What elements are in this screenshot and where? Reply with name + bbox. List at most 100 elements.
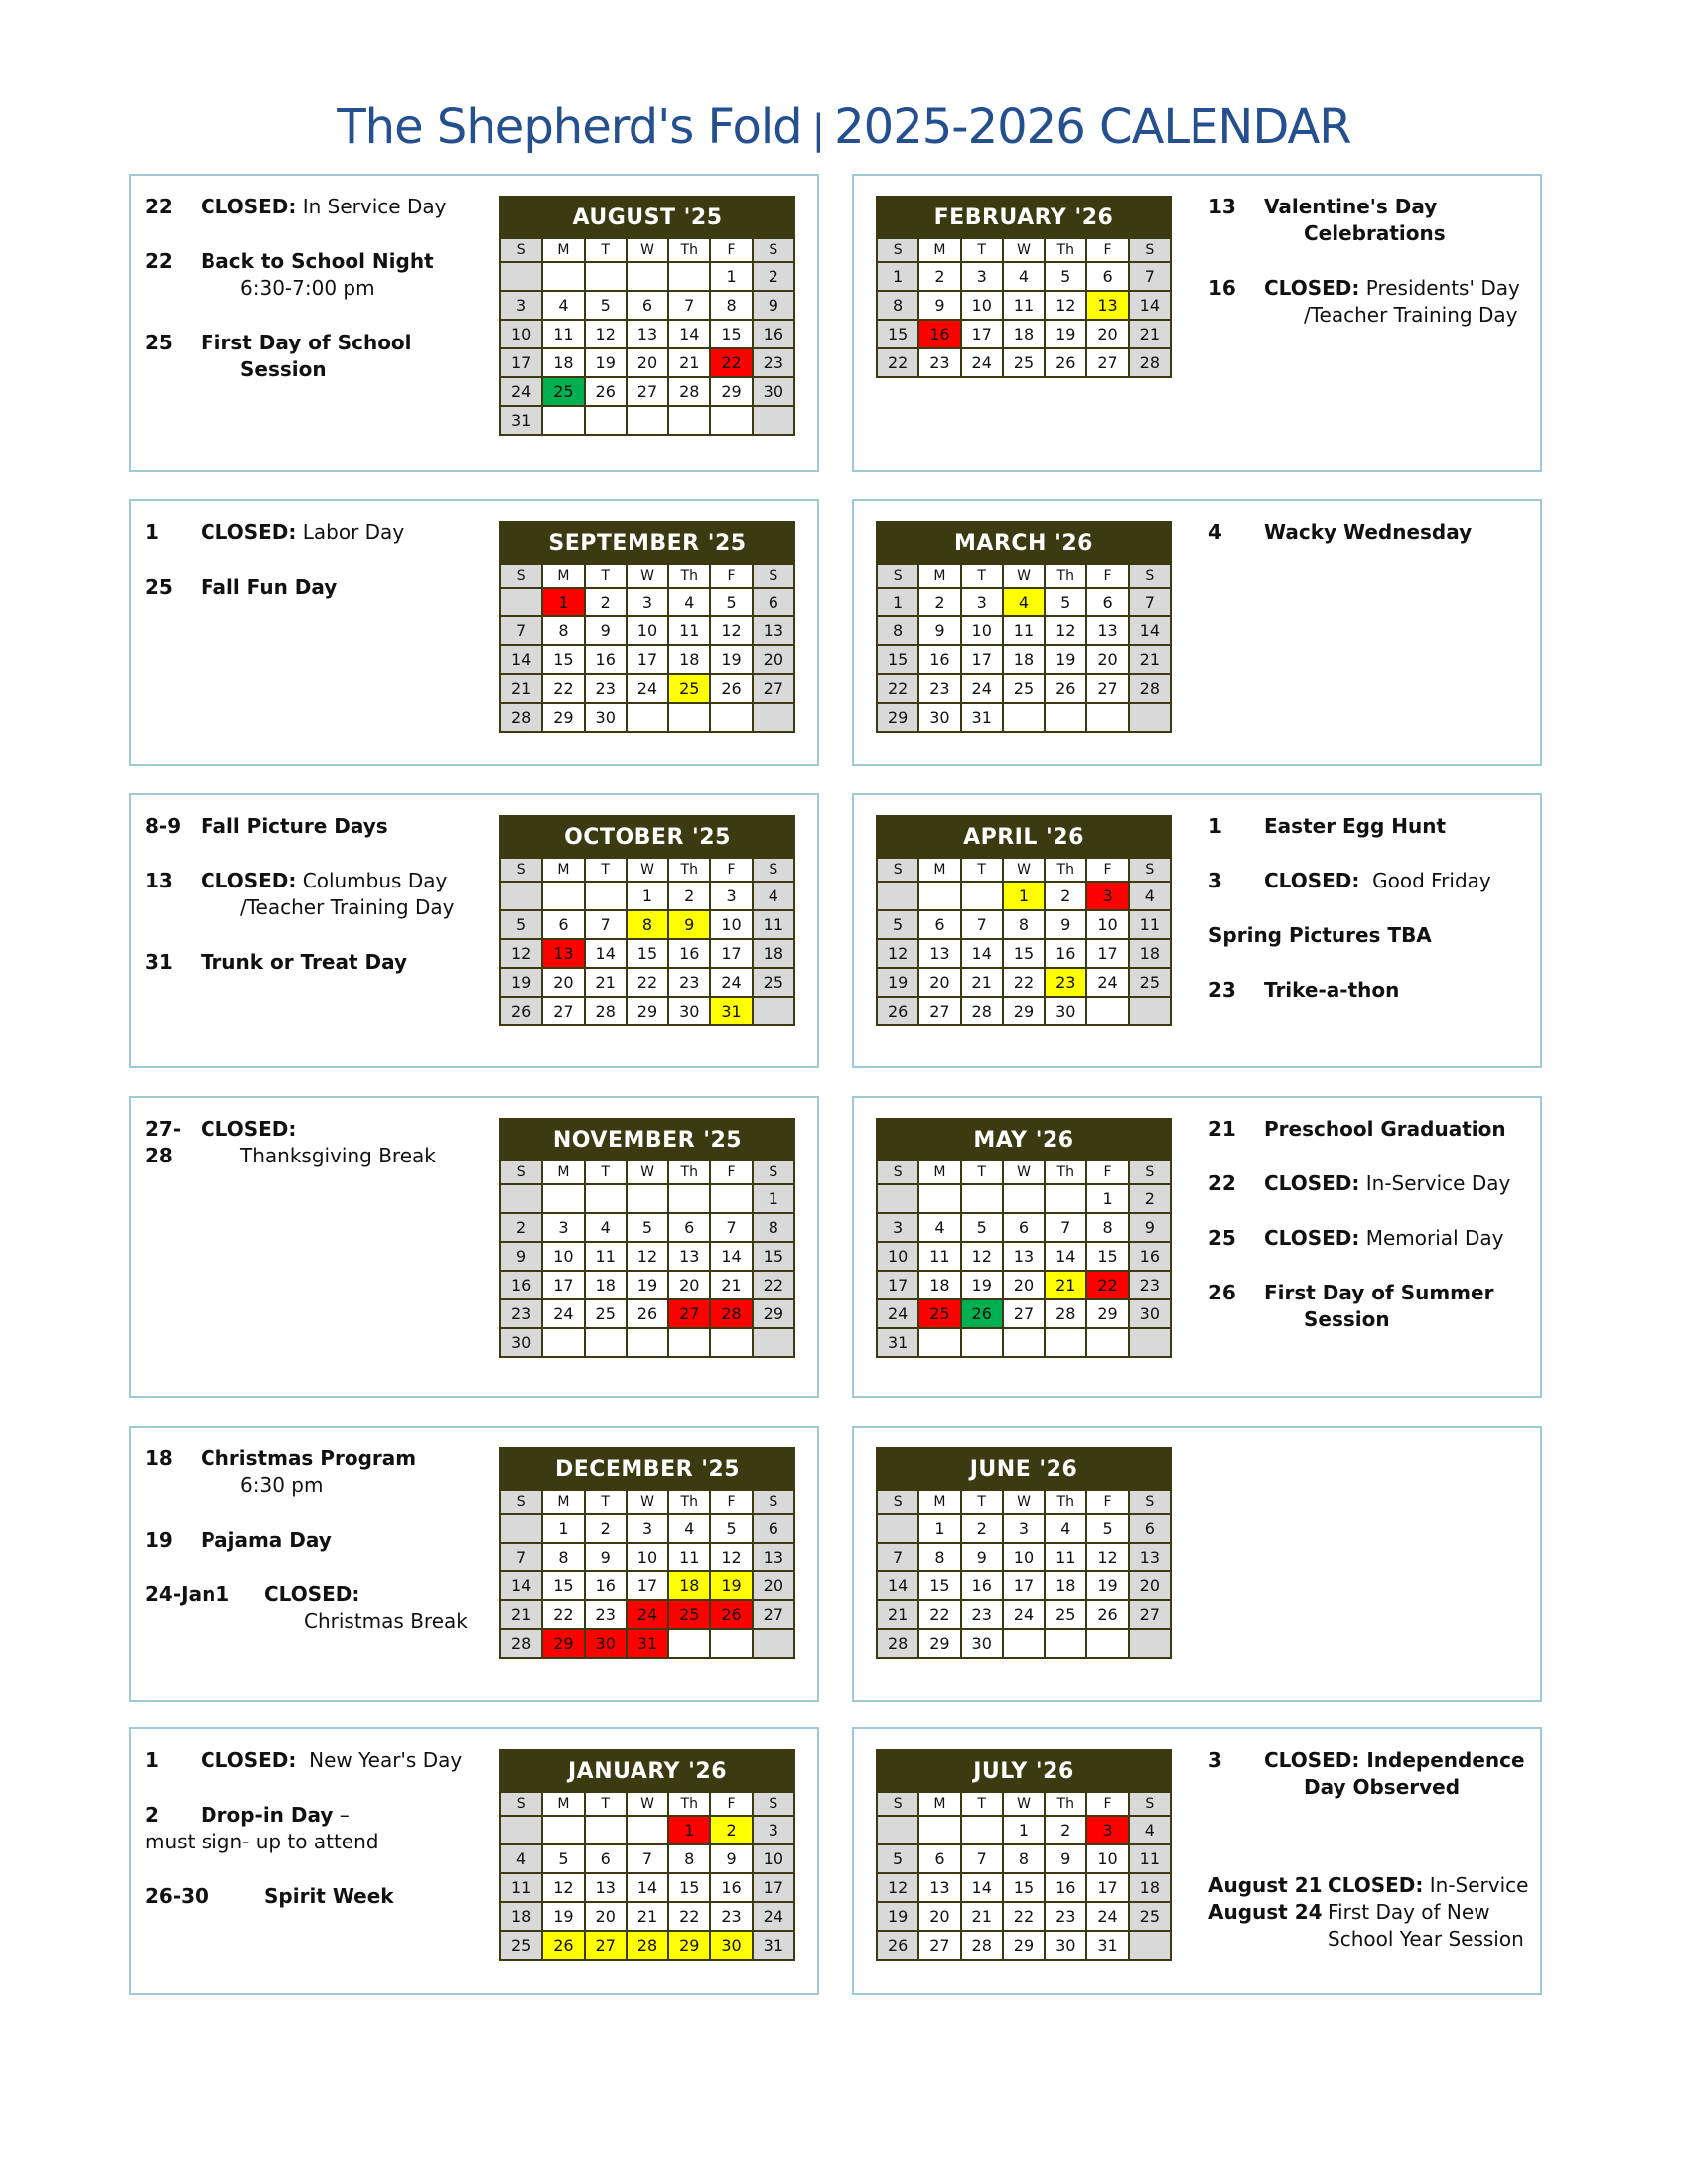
- day-cell[interactable]: 6: [917, 1843, 962, 1874]
- day-cell[interactable]: 19: [498, 967, 544, 998]
- day-cell[interactable]: 8: [875, 615, 920, 646]
- day-cell[interactable]: 17: [1085, 1872, 1130, 1903]
- day-cell[interactable]: 23: [959, 1599, 1004, 1630]
- day-cell[interactable]: 21: [875, 1599, 920, 1630]
- day-cell[interactable]: 20: [751, 1570, 796, 1601]
- day-cell[interactable]: 19: [875, 1901, 920, 1932]
- day-cell[interactable]: 10: [709, 909, 754, 940]
- day-cell[interactable]: 1: [917, 1513, 962, 1544]
- day-cell[interactable]: 8: [709, 290, 754, 321]
- day-cell[interactable]: 14: [875, 1570, 920, 1601]
- day-cell[interactable]: 26: [583, 376, 628, 407]
- day-cell[interactable]: 11: [1127, 1843, 1173, 1874]
- day-cell[interactable]: 12: [1044, 290, 1088, 321]
- day-cell[interactable]: 19: [1044, 319, 1088, 349]
- day-cell[interactable]: 9: [709, 1843, 754, 1874]
- day-cell[interactable]: 4: [667, 1513, 712, 1544]
- day-cell[interactable]: 16: [1044, 1872, 1088, 1903]
- day-cell-red[interactable]: 22: [1085, 1270, 1130, 1300]
- day-cell[interactable]: 6: [1001, 1212, 1047, 1243]
- day-cell[interactable]: 23: [583, 1599, 628, 1630]
- day-cell[interactable]: 18: [667, 644, 712, 675]
- day-cell[interactable]: 29: [1001, 996, 1047, 1026]
- day-cell[interactable]: 18: [1001, 644, 1047, 675]
- day-cell-green[interactable]: 25: [541, 376, 586, 407]
- day-cell[interactable]: 19: [583, 347, 628, 378]
- day-cell[interactable]: 29: [1085, 1298, 1130, 1329]
- day-cell[interactable]: 3: [1001, 1513, 1047, 1544]
- day-cell[interactable]: 1: [541, 1513, 586, 1544]
- day-cell[interactable]: 21: [1127, 644, 1173, 675]
- day-cell[interactable]: 9: [498, 1241, 544, 1272]
- day-cell[interactable]: 8: [667, 1843, 712, 1874]
- day-cell[interactable]: 17: [959, 319, 1004, 349]
- day-cell[interactable]: 15: [1001, 1872, 1047, 1903]
- day-cell[interactable]: 1: [625, 881, 670, 911]
- day-cell[interactable]: 7: [959, 1843, 1004, 1874]
- day-cell[interactable]: 14: [709, 1241, 754, 1272]
- day-cell[interactable]: 23: [498, 1298, 544, 1329]
- day-cell[interactable]: 17: [541, 1270, 586, 1300]
- day-cell[interactable]: 24: [625, 673, 670, 704]
- day-cell[interactable]: 14: [959, 1872, 1004, 1903]
- day-cell[interactable]: 9: [917, 290, 962, 321]
- day-cell[interactable]: 20: [541, 967, 586, 998]
- day-cell[interactable]: 6: [583, 1843, 628, 1874]
- day-cell[interactable]: 24: [1085, 967, 1130, 998]
- day-cell[interactable]: 2: [583, 1513, 628, 1544]
- day-cell[interactable]: 2: [917, 587, 962, 617]
- day-cell[interactable]: 8: [541, 615, 586, 646]
- day-cell[interactable]: 24: [875, 1298, 920, 1329]
- day-cell[interactable]: 20: [751, 644, 796, 675]
- day-cell[interactable]: 16: [583, 644, 628, 675]
- day-cell[interactable]: 7: [583, 909, 628, 940]
- day-cell[interactable]: 5: [541, 1843, 586, 1874]
- day-cell-red[interactable]: 3: [1085, 1815, 1130, 1845]
- day-cell[interactable]: 6: [1127, 1513, 1173, 1544]
- day-cell[interactable]: 6: [541, 909, 586, 940]
- day-cell[interactable]: 17: [959, 644, 1004, 675]
- day-cell[interactable]: 10: [959, 290, 1004, 321]
- day-cell[interactable]: 7: [667, 290, 712, 321]
- day-cell[interactable]: 4: [1001, 261, 1047, 292]
- day-cell[interactable]: 2: [1044, 881, 1088, 911]
- day-cell[interactable]: 16: [709, 1872, 754, 1903]
- day-cell[interactable]: 31: [959, 702, 1004, 733]
- day-cell[interactable]: 23: [667, 967, 712, 998]
- day-cell[interactable]: 11: [667, 615, 712, 646]
- day-cell[interactable]: 25: [1001, 347, 1047, 378]
- day-cell[interactable]: 22: [751, 1270, 796, 1300]
- day-cell[interactable]: 19: [709, 644, 754, 675]
- day-cell[interactable]: 10: [498, 319, 544, 349]
- day-cell[interactable]: 21: [959, 967, 1004, 998]
- day-cell[interactable]: 4: [1127, 881, 1173, 911]
- day-cell[interactable]: 21: [709, 1270, 754, 1300]
- day-cell[interactable]: 4: [583, 1212, 628, 1243]
- day-cell[interactable]: 6: [625, 290, 670, 321]
- day-cell[interactable]: 2: [959, 1513, 1004, 1544]
- day-cell[interactable]: 7: [1044, 1212, 1088, 1243]
- day-cell[interactable]: 10: [875, 1241, 920, 1272]
- day-cell[interactable]: 11: [751, 909, 796, 940]
- day-cell[interactable]: 22: [875, 347, 920, 378]
- day-cell[interactable]: 30: [917, 702, 962, 733]
- day-cell[interactable]: 2: [583, 587, 628, 617]
- day-cell[interactable]: 20: [1085, 644, 1130, 675]
- day-cell[interactable]: 30: [959, 1628, 1004, 1659]
- day-cell[interactable]: 26: [875, 996, 920, 1026]
- day-cell[interactable]: 11: [541, 319, 586, 349]
- day-cell[interactable]: 12: [875, 938, 920, 969]
- day-cell[interactable]: 5: [709, 587, 754, 617]
- day-cell[interactable]: 26: [709, 673, 754, 704]
- day-cell[interactable]: 11: [917, 1241, 962, 1272]
- day-cell[interactable]: 28: [667, 376, 712, 407]
- day-cell[interactable]: 3: [959, 587, 1004, 617]
- day-cell[interactable]: 3: [498, 290, 544, 321]
- day-cell[interactable]: 2: [667, 881, 712, 911]
- day-cell[interactable]: 16: [959, 1570, 1004, 1601]
- day-cell[interactable]: 10: [751, 1843, 796, 1874]
- day-cell[interactable]: 7: [875, 1542, 920, 1572]
- day-cell[interactable]: 13: [667, 1241, 712, 1272]
- day-cell[interactable]: 4: [751, 881, 796, 911]
- day-cell[interactable]: 10: [1001, 1542, 1047, 1572]
